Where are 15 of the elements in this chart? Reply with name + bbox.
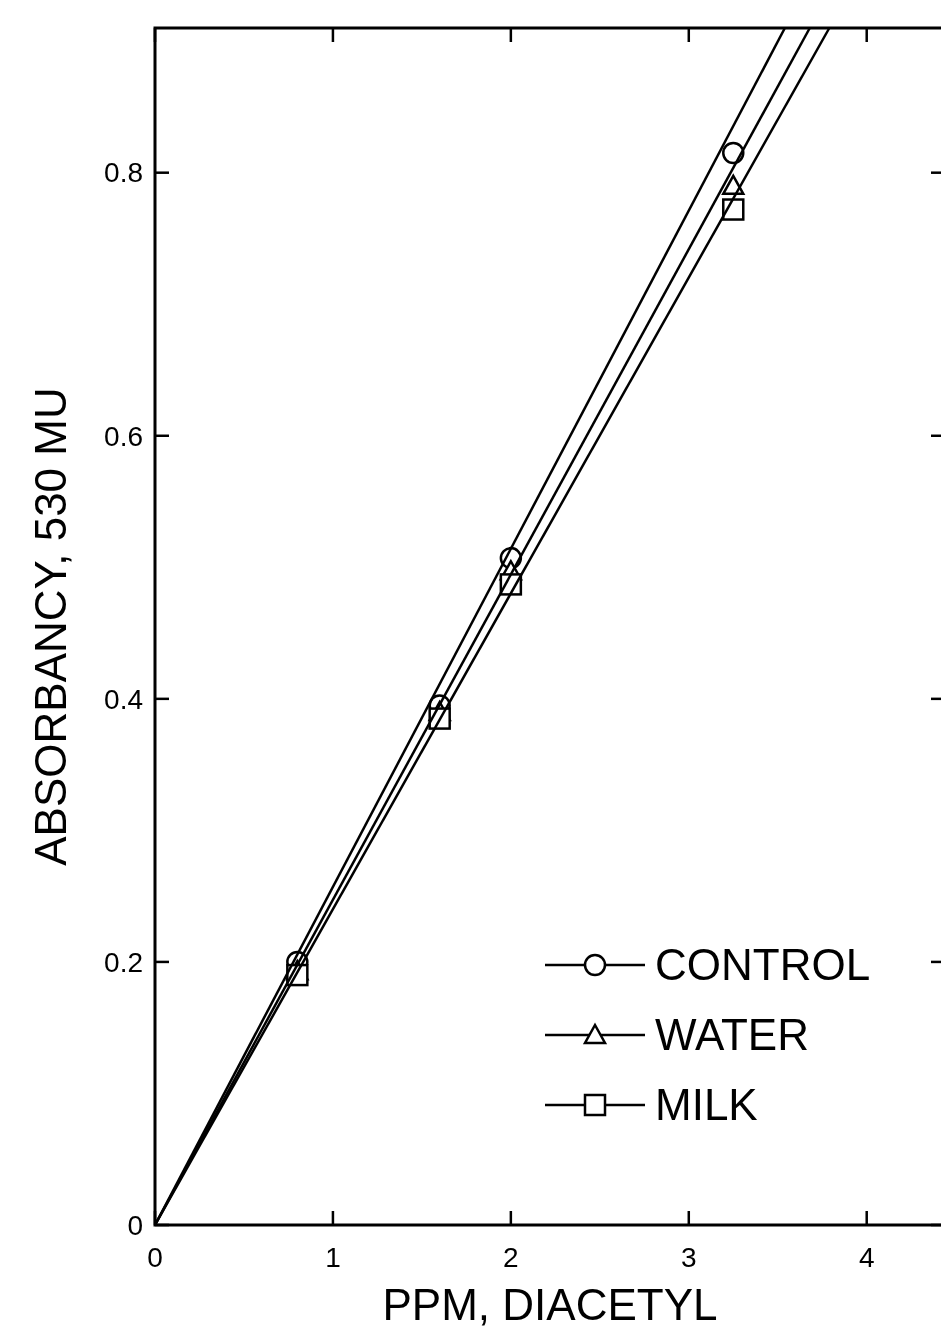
x-tick-label: 1 — [325, 1242, 341, 1273]
x-axis-title: PPM, DIACETYL — [382, 1280, 718, 1329]
legend-label: MILK — [655, 1080, 758, 1130]
legend-label: CONTROL — [655, 940, 871, 990]
x-tick-label: 2 — [503, 1242, 519, 1273]
y-tick-label: 0.6 — [104, 420, 143, 452]
y-axis-title: ABSORBANCY, 530 MU — [26, 387, 75, 866]
x-tick-label: 3 — [680, 1242, 697, 1273]
y-tick-label: 0.8 — [104, 157, 143, 189]
y-tick-label: 0.4 — [104, 683, 143, 715]
y-tick-label: 0.2 — [104, 946, 143, 978]
x-tick-label: 4 — [858, 1242, 875, 1273]
y-tick-label: 0 — [127, 1209, 143, 1241]
legend-label: WATER — [655, 1010, 809, 1060]
x-tick-label: 0 — [147, 1242, 163, 1273]
